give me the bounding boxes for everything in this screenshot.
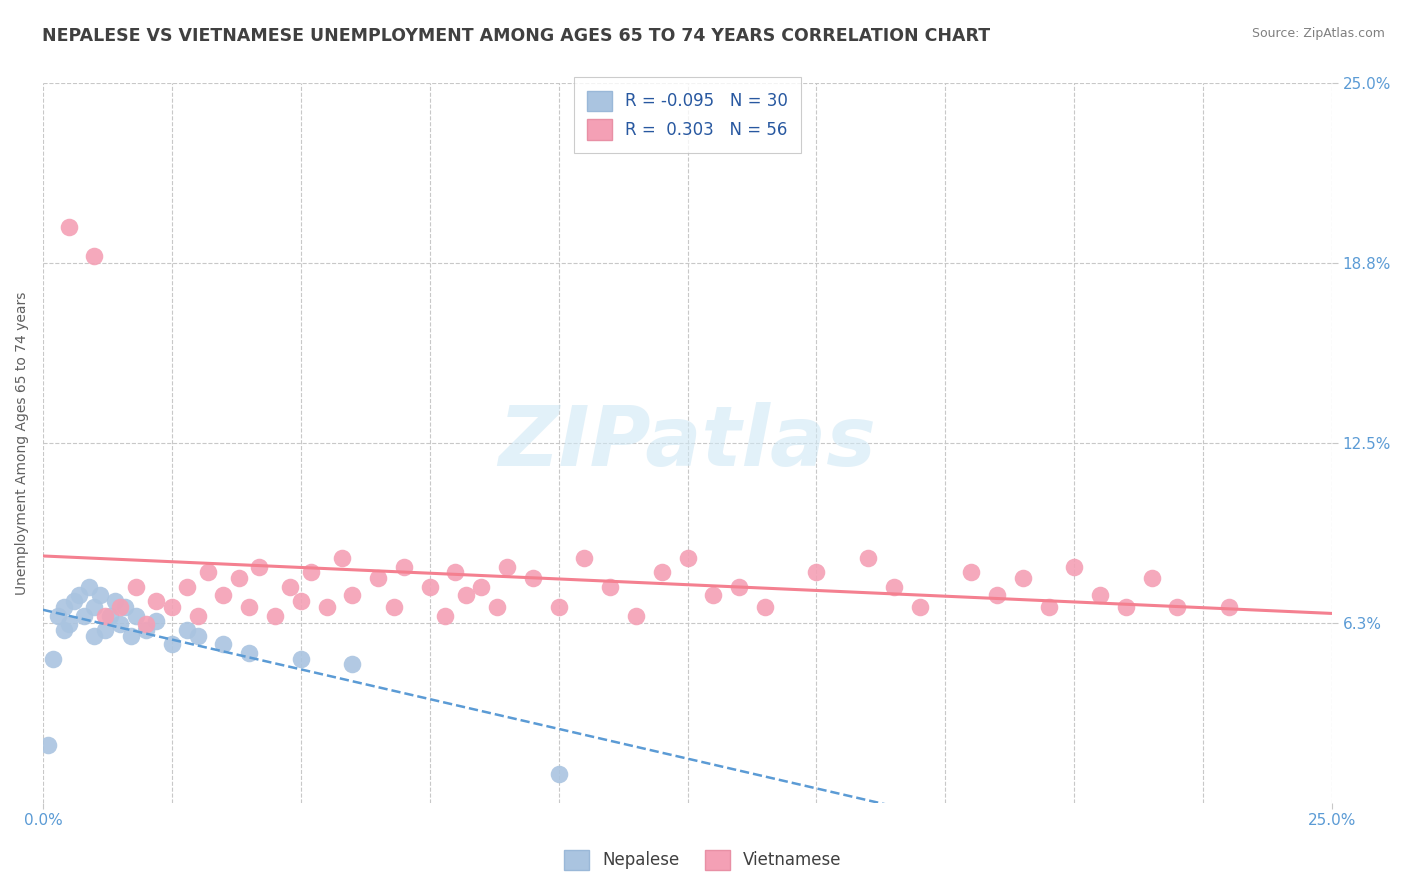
Point <box>1218 599 1240 614</box>
Point <box>419 580 441 594</box>
Point <box>1038 599 1060 614</box>
Point <box>522 571 544 585</box>
Point <box>94 608 117 623</box>
Point <box>120 629 142 643</box>
Point <box>83 599 105 614</box>
Point <box>574 551 596 566</box>
Point <box>37 738 59 752</box>
Point <box>145 594 167 608</box>
Point <box>367 571 389 585</box>
Legend: Nepalese, Vietnamese: Nepalese, Vietnamese <box>558 843 848 877</box>
Point <box>104 594 127 608</box>
Point <box>434 608 457 623</box>
Point <box>382 599 405 614</box>
Point <box>67 589 90 603</box>
Point <box>1115 599 1137 614</box>
Point <box>63 594 86 608</box>
Point <box>290 651 312 665</box>
Point <box>176 623 198 637</box>
Point <box>48 608 70 623</box>
Point <box>444 566 467 580</box>
Point <box>89 589 111 603</box>
Point <box>212 637 235 651</box>
Point <box>960 566 983 580</box>
Text: ZIPatlas: ZIPatlas <box>499 402 876 483</box>
Point <box>856 551 879 566</box>
Point <box>547 766 569 780</box>
Point <box>135 617 157 632</box>
Point <box>599 580 621 594</box>
Point <box>135 623 157 637</box>
Point <box>52 599 75 614</box>
Point <box>1140 571 1163 585</box>
Point <box>58 220 80 235</box>
Point <box>238 599 260 614</box>
Point <box>342 657 364 672</box>
Point <box>187 629 209 643</box>
Text: Source: ZipAtlas.com: Source: ZipAtlas.com <box>1251 27 1385 40</box>
Point <box>125 580 148 594</box>
Point <box>145 615 167 629</box>
Point <box>624 608 647 623</box>
Point <box>264 608 287 623</box>
Point <box>315 599 337 614</box>
Point <box>1166 599 1188 614</box>
Point <box>1011 571 1033 585</box>
Point <box>160 637 183 651</box>
Point <box>330 551 353 566</box>
Point <box>1088 589 1111 603</box>
Point <box>83 249 105 263</box>
Point <box>676 551 699 566</box>
Point <box>342 589 364 603</box>
Point <box>125 608 148 623</box>
Point <box>986 589 1008 603</box>
Point <box>908 599 931 614</box>
Point <box>290 594 312 608</box>
Y-axis label: Unemployment Among Ages 65 to 74 years: Unemployment Among Ages 65 to 74 years <box>15 292 30 595</box>
Legend: R = -0.095   N = 30, R =  0.303   N = 56: R = -0.095 N = 30, R = 0.303 N = 56 <box>574 78 801 153</box>
Point <box>299 566 322 580</box>
Point <box>1063 559 1085 574</box>
Point <box>42 651 65 665</box>
Point <box>728 580 751 594</box>
Point <box>470 580 492 594</box>
Point <box>806 566 828 580</box>
Point <box>110 599 132 614</box>
Point <box>52 623 75 637</box>
Point <box>702 589 724 603</box>
Point <box>496 559 519 574</box>
Point <box>79 580 101 594</box>
Point <box>187 608 209 623</box>
Point <box>485 599 508 614</box>
Point <box>228 571 250 585</box>
Point <box>280 580 302 594</box>
Point <box>110 617 132 632</box>
Point <box>83 629 105 643</box>
Point <box>212 589 235 603</box>
Point <box>392 559 415 574</box>
Point <box>754 599 776 614</box>
Point <box>238 646 260 660</box>
Point <box>249 559 271 574</box>
Point <box>114 599 136 614</box>
Point <box>94 623 117 637</box>
Point <box>98 608 121 623</box>
Point <box>73 608 96 623</box>
Point <box>176 580 198 594</box>
Point <box>58 617 80 632</box>
Point <box>651 566 673 580</box>
Point <box>197 566 219 580</box>
Point <box>454 589 477 603</box>
Text: NEPALESE VS VIETNAMESE UNEMPLOYMENT AMONG AGES 65 TO 74 YEARS CORRELATION CHART: NEPALESE VS VIETNAMESE UNEMPLOYMENT AMON… <box>42 27 990 45</box>
Point <box>547 599 569 614</box>
Point <box>160 599 183 614</box>
Point <box>883 580 905 594</box>
